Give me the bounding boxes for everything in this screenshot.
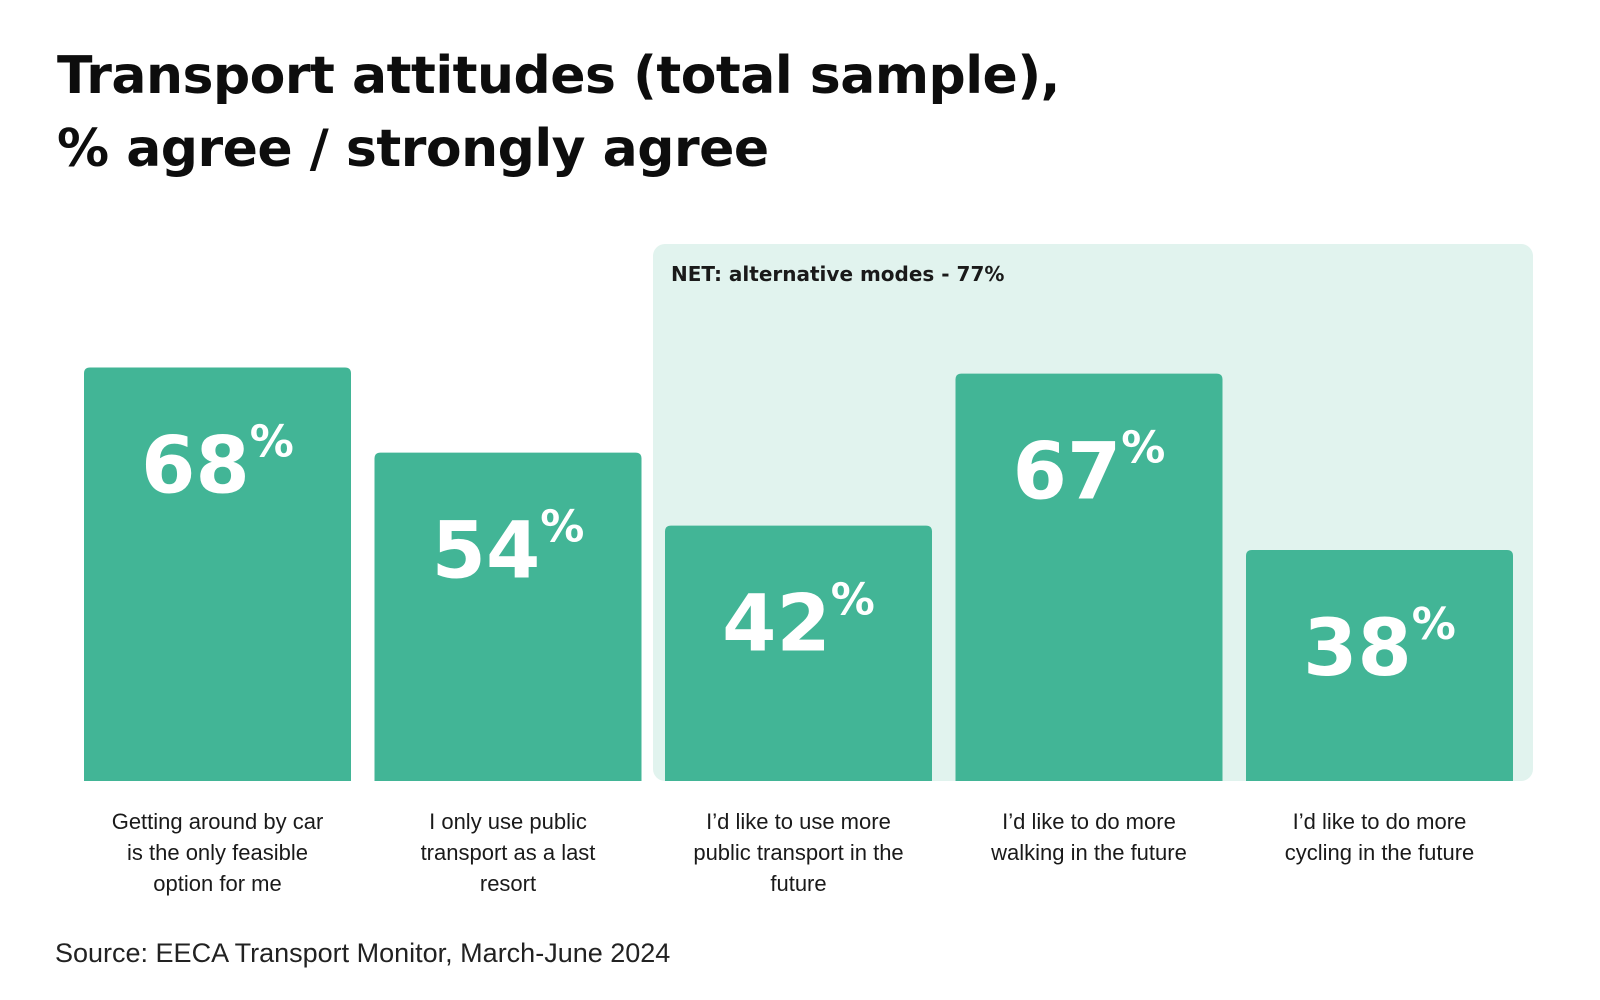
chart-title-line-2: % agree / strongly agree — [57, 119, 769, 179]
category-label-2: I only use public transport as a last reso… — [421, 809, 596, 896]
bar-value-label-3: 42% — [722, 575, 875, 670]
bar-value-label-1: 68% — [141, 417, 294, 512]
category-label-3: I’d like to use more public transport in … — [693, 809, 903, 896]
bar-4 — [955, 373, 1223, 781]
bar-1 — [84, 367, 351, 781]
bar-value-label-4: 67% — [1013, 423, 1166, 518]
chart-title: Transport attitudes (total sample), % ag… — [57, 40, 1060, 186]
source-note: Source: EECA Transport Monitor, March-Ju… — [55, 938, 671, 968]
bar-value-label-5: 38% — [1303, 599, 1456, 694]
category-label-1: Getting around by car is the only feasibl… — [112, 809, 324, 896]
bar-value-label-2: 54% — [432, 502, 585, 597]
bar-chart: NET: alternative modes - 77% 68% Getting a… — [84, 244, 1533, 896]
bar-3 — [665, 525, 932, 781]
bar-2 — [374, 452, 642, 781]
bar-5 — [1246, 549, 1513, 781]
chart-title-line-1: Transport attitudes (total sample), — [57, 46, 1060, 106]
net-alternative-modes-label: NET: alternative modes - 77% — [671, 262, 1004, 286]
category-label-5: I’d like to do more cycling in the future — [1285, 809, 1475, 865]
category-label-4: I’d like to do more walking in the future — [990, 809, 1187, 865]
